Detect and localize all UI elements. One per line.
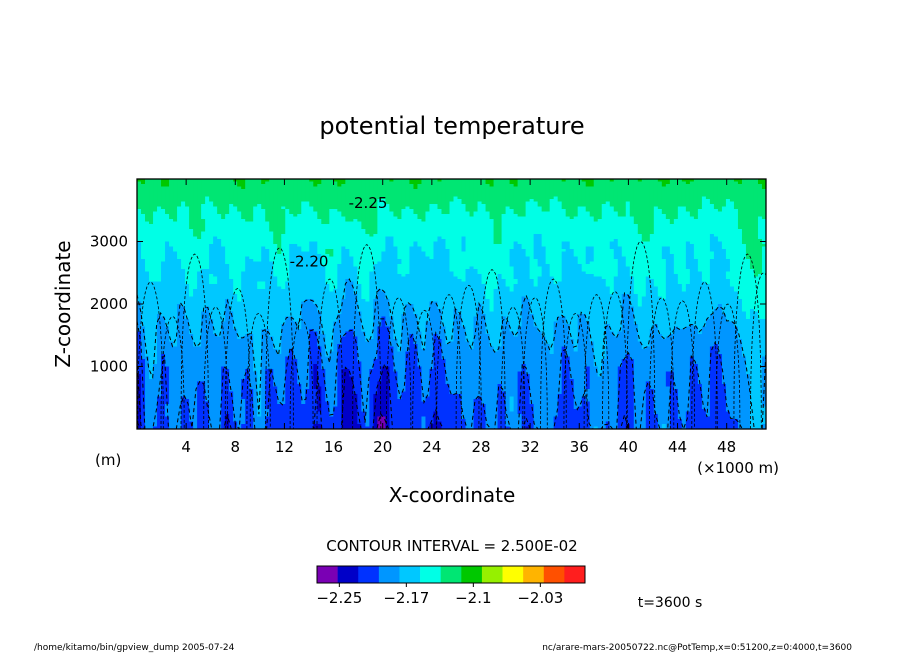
plot-area	[137, 179, 777, 430]
chart-title: potential temperature	[319, 112, 584, 140]
